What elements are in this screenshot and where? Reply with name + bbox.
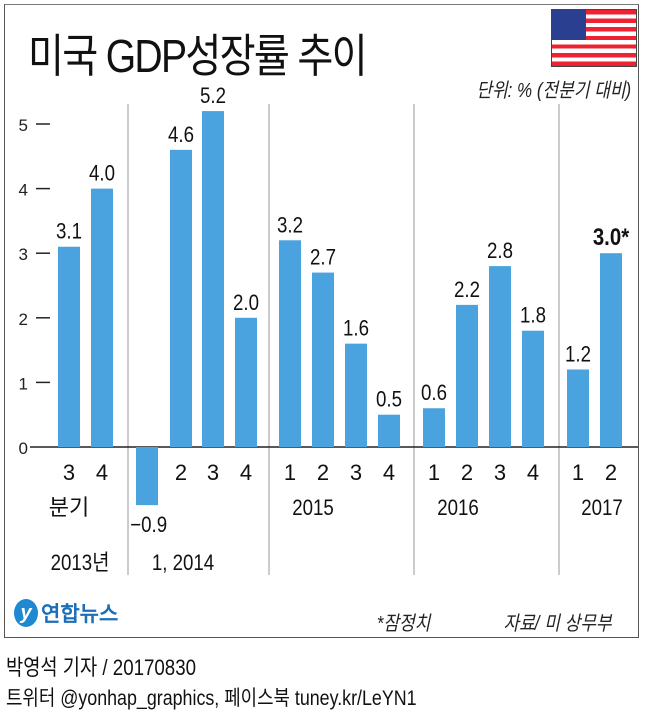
data-label: −0.9: [130, 514, 167, 538]
data-label: 5.2: [200, 85, 226, 109]
x-tick-label: 4: [527, 460, 539, 485]
data-label: 2.7: [310, 246, 336, 270]
bar: [136, 447, 158, 506]
x-tick-label: 3: [494, 460, 506, 485]
x-tick-label: 3: [207, 460, 219, 485]
y-tick-label: 1: [19, 374, 28, 393]
bar: [202, 111, 224, 447]
year-label: 1, 2014: [152, 552, 214, 576]
social-links: 트위터 @yonhap_graphics, 페이스북 tuney.kr/LeYN…: [6, 687, 417, 710]
data-label: 3.1: [56, 220, 82, 244]
y-tick-label: 2: [19, 310, 28, 329]
bar: [456, 304, 478, 447]
x-tick-label: 2: [317, 460, 329, 485]
data-label: 0.5: [376, 388, 402, 412]
data-label: 3.2: [277, 214, 303, 238]
data-label: 1.2: [565, 343, 591, 367]
year-label: 2017: [581, 497, 623, 521]
data-label: 2.2: [454, 279, 480, 303]
bar: [345, 343, 367, 447]
bar: [489, 266, 511, 447]
data-label: 3.0*: [593, 224, 630, 251]
chart-title: 미국 GDP성장률 추이: [28, 30, 368, 82]
source: 자료/ 미 상무부: [503, 613, 612, 635]
bar: [312, 272, 334, 447]
data-label: 2.8: [487, 240, 513, 264]
yonhap-logo: y 연합뉴스: [14, 598, 118, 628]
data-label: 0.6: [421, 382, 447, 406]
data-label: 2.0: [233, 291, 259, 315]
x-tick-label: 3: [350, 460, 362, 485]
x-tick-label: 4: [240, 460, 252, 485]
bar: [58, 246, 80, 447]
year-label: 2015: [292, 497, 334, 521]
bar: [522, 330, 544, 447]
byline: 박영석 기자 / 20170830: [6, 655, 197, 680]
data-label: 1.8: [520, 304, 546, 328]
year-label: 2013년: [51, 551, 110, 576]
x-tick-label: 3: [63, 460, 75, 485]
logo-text: 연합뉴스: [41, 603, 119, 626]
footnote: *잠정치: [376, 613, 431, 635]
x-tick-label: 1: [284, 460, 296, 485]
bar: [600, 253, 622, 447]
year-label: 2016: [437, 497, 479, 521]
chart-frame: [4, 4, 639, 638]
quarter-label: 분기: [49, 495, 89, 520]
bar: [91, 188, 113, 447]
y-tick-label: 0: [19, 439, 28, 458]
x-tick-label: 4: [383, 460, 395, 485]
bar: [170, 149, 192, 447]
bar: [567, 369, 589, 447]
us-flag-icon: [551, 9, 637, 67]
x-tick-label: 4: [96, 460, 108, 485]
data-label: 4.0: [89, 162, 115, 186]
bar: [423, 408, 445, 447]
logo-icon: y: [14, 599, 38, 627]
bar: [378, 414, 400, 447]
unit-label: 단위: % (전분기 대비): [476, 80, 631, 102]
y-tick-label: 5: [19, 116, 28, 135]
bar: [235, 317, 257, 447]
x-tick-label: 1: [572, 460, 584, 485]
y-tick-label: 4: [19, 181, 28, 200]
x-tick-label: 2: [175, 460, 187, 485]
y-tick-label: 3: [19, 245, 28, 264]
bar: [279, 240, 301, 447]
data-label: 1.6: [343, 317, 369, 341]
data-label: 4.6: [168, 124, 194, 148]
x-tick-label: 1: [428, 460, 440, 485]
x-tick-label: 2: [605, 460, 617, 485]
x-tick-label: 2: [461, 460, 473, 485]
